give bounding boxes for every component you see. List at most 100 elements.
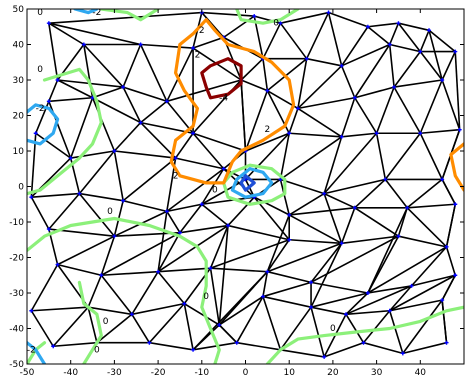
mesh-node [77, 191, 82, 196]
mesh-edge [279, 306, 312, 351]
mesh-edge [389, 274, 456, 312]
mesh-edge [227, 224, 290, 241]
mesh-edge [345, 309, 390, 316]
mesh-node [409, 283, 414, 288]
mesh-node [208, 266, 213, 271]
mesh-node [361, 340, 366, 345]
mesh-edge [410, 246, 448, 287]
mesh-edge [131, 271, 159, 315]
mesh-edges [30, 11, 461, 358]
mesh-edge [201, 11, 255, 17]
mesh-edge [445, 246, 457, 276]
mesh-edge [310, 235, 399, 284]
y-tick-label: -30 [9, 289, 24, 299]
mesh-edge [310, 306, 347, 316]
mesh-edge [428, 29, 456, 53]
contour-line-level-0 [27, 216, 221, 364]
mesh-node [418, 49, 423, 54]
mesh-edge [341, 235, 399, 245]
mesh-edge [262, 296, 282, 351]
mesh-edge [323, 136, 343, 194]
mesh-edge [253, 196, 290, 241]
mesh-node [164, 209, 169, 214]
mesh-edge [69, 97, 94, 159]
mesh-edge [266, 214, 290, 272]
mesh-node [99, 273, 104, 278]
mesh-edge [192, 132, 246, 152]
mesh-edge [240, 79, 247, 152]
mesh-edge [183, 302, 220, 326]
mesh-edge [402, 341, 447, 355]
y-tick-label: 20 [13, 112, 25, 122]
mesh-edge [48, 23, 59, 81]
mesh-edge [262, 281, 312, 298]
mesh-node [147, 340, 152, 345]
mesh-edge [174, 132, 194, 159]
mesh-edge [31, 306, 89, 312]
contour-line-level-2 [449, 142, 464, 192]
mesh-node [444, 244, 449, 249]
mesh-edge [35, 132, 72, 159]
mesh-edge [388, 44, 395, 88]
contour-label: -4 [219, 93, 228, 103]
mesh-edge [227, 196, 255, 227]
mesh-edge [218, 324, 238, 344]
mesh-edge [113, 150, 124, 201]
contour-line-level--2 [27, 341, 47, 364]
mesh-edge [240, 58, 264, 81]
mesh-edge [362, 310, 391, 344]
mesh-edge [340, 26, 369, 67]
mesh-edge [341, 43, 391, 67]
contour-label: 0 [107, 207, 113, 217]
mesh-edge [289, 132, 342, 138]
mesh-node [396, 21, 401, 26]
mesh-node [427, 28, 432, 33]
mesh-edge [192, 271, 268, 351]
mesh-edge [83, 43, 124, 88]
mesh-edge [48, 193, 81, 230]
mesh-node [444, 340, 449, 345]
mesh-node [191, 131, 196, 136]
mesh-edge [113, 122, 142, 152]
mesh-node [287, 131, 292, 136]
x-tick-label: -50 [20, 368, 35, 378]
contour-label: 0 [37, 8, 43, 18]
mesh-edge [419, 132, 443, 180]
mesh-edge [92, 86, 124, 99]
mesh-node [440, 298, 445, 303]
mesh-edge [398, 235, 447, 248]
mesh-edge [393, 86, 421, 134]
mesh-node [457, 127, 462, 132]
mesh-node [252, 14, 257, 19]
mesh-edge [280, 178, 325, 195]
y-tick-label: 10 [13, 147, 25, 157]
x-tick-label: -30 [107, 368, 122, 378]
mesh-edge [393, 51, 421, 88]
mesh-edge [158, 267, 211, 273]
mesh-edge [441, 274, 456, 301]
mesh-node [383, 177, 388, 182]
mesh-edge [345, 285, 412, 316]
mesh-edge [122, 199, 168, 213]
mesh-node [182, 301, 187, 306]
mesh-edge [340, 65, 356, 99]
mesh-edge [406, 178, 443, 209]
mesh-node [405, 205, 410, 210]
mesh-edge [345, 292, 369, 315]
mesh-edge [354, 207, 399, 237]
mesh-node [46, 99, 51, 104]
mesh-edge [183, 303, 194, 350]
mesh-edge [419, 29, 430, 52]
mesh-edge [354, 86, 395, 99]
mesh-edge [306, 57, 342, 67]
mesh-edge [157, 232, 181, 273]
mesh-node [453, 49, 458, 54]
mesh-node [440, 78, 445, 82]
mesh-edge [288, 192, 325, 216]
mesh-edge [31, 192, 80, 198]
mesh-edge [297, 96, 355, 110]
mesh-node [138, 120, 143, 125]
mesh-edge [101, 270, 159, 277]
mesh-node [68, 156, 73, 161]
mesh-node [121, 198, 126, 203]
